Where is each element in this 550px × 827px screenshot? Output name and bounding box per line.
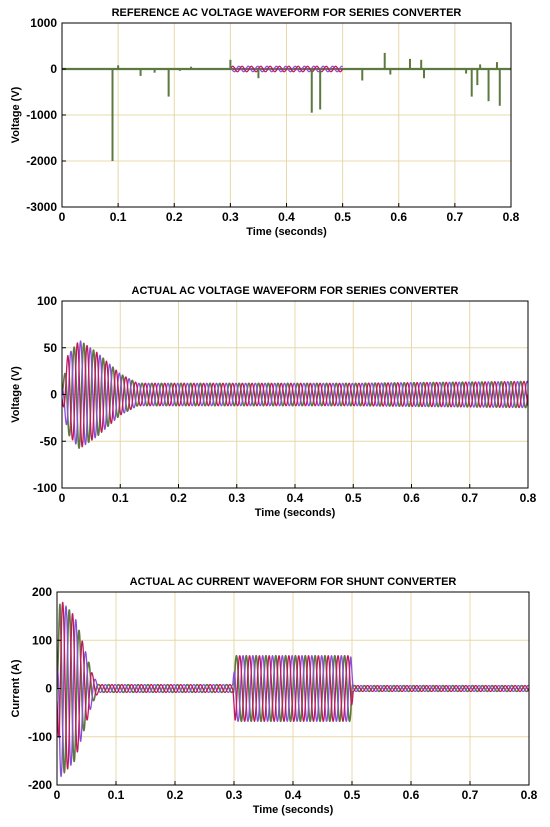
series-phase-c <box>57 605 529 778</box>
y-tick-label: 100 <box>37 294 57 308</box>
x-tick-label: 0.8 <box>520 491 537 505</box>
x-tick-label: 0.1 <box>112 491 129 505</box>
y-tick-label: 0 <box>45 682 52 696</box>
y-axis-label: Current (A) <box>10 659 22 717</box>
x-axis-label: Time (seconds) <box>255 507 336 519</box>
y-tick-label: 0 <box>50 62 57 76</box>
x-tick-label: 0.5 <box>334 210 351 224</box>
x-tick-label: 0.3 <box>226 788 243 802</box>
x-tick-label: 0.4 <box>278 210 295 224</box>
x-tick-label: 0 <box>59 491 66 505</box>
x-tick-label: 0.6 <box>403 788 420 802</box>
x-tick-label: 0.7 <box>461 491 478 505</box>
y-tick-label: -3000 <box>26 200 57 214</box>
x-tick-label: 0.2 <box>170 491 187 505</box>
x-axis-label: Time (seconds) <box>253 804 334 816</box>
x-tick-label: 0.2 <box>167 788 184 802</box>
chart-title: ACTUAL AC CURRENT WAVEFORM FOR SHUNT CON… <box>130 576 457 588</box>
y-tick-label: 1000 <box>30 16 57 30</box>
x-axis-label: Time (seconds) <box>246 226 327 238</box>
x-tick-label: 0 <box>54 788 61 802</box>
series-phase-b <box>57 601 529 770</box>
x-tick-label: 0.4 <box>287 491 304 505</box>
y-tick-label: -1000 <box>26 108 57 122</box>
series-phase-b <box>62 342 528 448</box>
y-tick-label: -50 <box>40 434 58 448</box>
x-tick-label: 0.2 <box>166 210 183 224</box>
chart-3: 0 0.1 0.2 0.3 0.4 0.5 0.6 0.7 0.8 200 100 0 -100 -200… <box>10 576 538 816</box>
x-tick-label: 0.6 <box>403 491 420 505</box>
chart-1: 0 0.1 0.2 0.3 0.4 0.5 0.6 0.7 0.8 1000 0 -1000 -2000… <box>10 7 520 238</box>
y-tick-label: 0 <box>50 388 57 402</box>
x-tick-label: 0.1 <box>108 788 125 802</box>
y-axis-label: Voltage (V) <box>10 86 22 143</box>
x-tick-label: 0.7 <box>462 788 479 802</box>
y-tick-label: -100 <box>33 481 57 495</box>
x-tick-label: 0.6 <box>390 210 407 224</box>
x-tick-label: 0.4 <box>285 788 302 802</box>
series-phase-a <box>62 342 528 449</box>
series-group <box>57 601 529 778</box>
x-tick-label: 0.8 <box>521 788 538 802</box>
x-tick-label: 0.5 <box>345 491 362 505</box>
series-phase-c <box>62 340 528 446</box>
chart-2: 0 0.1 0.2 0.3 0.4 0.5 0.6 0.7 0.8 100 50 0 -50 -100 AC… <box>10 285 537 519</box>
x-tick-label: 0.3 <box>222 210 239 224</box>
x-tick-label: 0.8 <box>503 210 520 224</box>
chart-title: ACTUAL AC VOLTAGE WAVEFORM FOR SERIES CO… <box>132 285 459 297</box>
x-tick-label: 0.1 <box>110 210 127 224</box>
y-tick-label: -100 <box>28 730 52 744</box>
x-tick-label: 0.3 <box>228 491 245 505</box>
series-group <box>62 340 528 449</box>
y-axis-label: Voltage (V) <box>10 366 22 423</box>
series-phase-a <box>57 603 529 774</box>
series-burst-a <box>229 65 344 73</box>
x-tick-label: 0.7 <box>447 210 464 224</box>
y-tick-label: -2000 <box>26 154 57 168</box>
chart-title: REFERENCE AC VOLTAGE WAVEFORM FOR SERIES… <box>112 7 462 19</box>
y-tick-label: -200 <box>28 778 52 792</box>
y-tick-label: 200 <box>32 585 52 599</box>
y-tick-label: 100 <box>32 633 52 647</box>
y-tick-label: 50 <box>44 341 58 355</box>
series-group <box>62 52 511 161</box>
series-burst-b <box>229 65 343 73</box>
x-tick-label: 0 <box>59 210 66 224</box>
x-tick-label: 0.5 <box>344 788 361 802</box>
